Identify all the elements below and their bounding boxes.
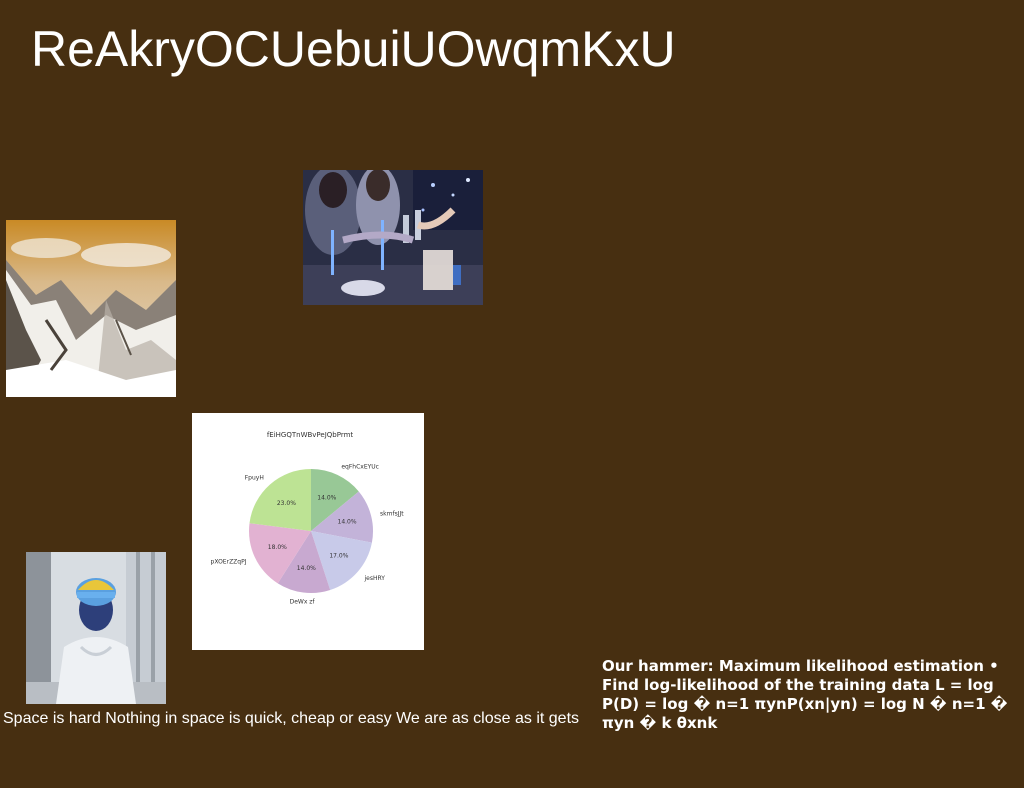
pie-pct-label-0: 14.0% [317,494,336,501]
pie-category-label-5: FpuyH [245,475,264,482]
pie-slice-0 [311,469,359,531]
pie-chart: fEiHGQTnWBvPeJQbPrmt 14.0% eqFhCxEYUc 14.0… [192,413,424,650]
pie-slice-5 [249,469,311,531]
pie-category-label-2: jesHRY [363,575,385,582]
pie-category-label-1: skmfsJJt [380,510,404,517]
chart-title: fEiHGQTnWBvPeJQbPrmt [267,431,354,439]
pie-pct-label-2: 17.0% [329,553,348,560]
party-toast-photo [303,170,483,305]
pie-slice-3 [277,531,331,593]
pie-category-label-3: DeWx zf [290,599,316,606]
pie-slice-1 [311,491,373,543]
pie-pct-label-4: 18.0% [268,544,287,551]
pie-category-label-4: pXOErZZqPJ [211,558,247,565]
caption-text: Space is hard Nothing in space is quick,… [3,710,580,727]
snowy-mountain-photo [6,220,176,397]
pie-category-label-0: eqFhCxEYUc [341,463,379,470]
pie-slice-4 [249,523,311,584]
page-title: ReAkryOCUebuiUOwqmKxU [31,21,676,77]
mle-note-text: Our hammer: Maximum likelihood estimatio… [602,657,1008,732]
pie-pct-label-1: 14.0% [338,519,357,526]
pie-slice-2 [311,531,372,590]
person-portrait-photo [26,552,166,704]
pie-pct-label-5: 23.0% [277,500,296,507]
pie-pct-label-3: 14.0% [297,565,316,572]
